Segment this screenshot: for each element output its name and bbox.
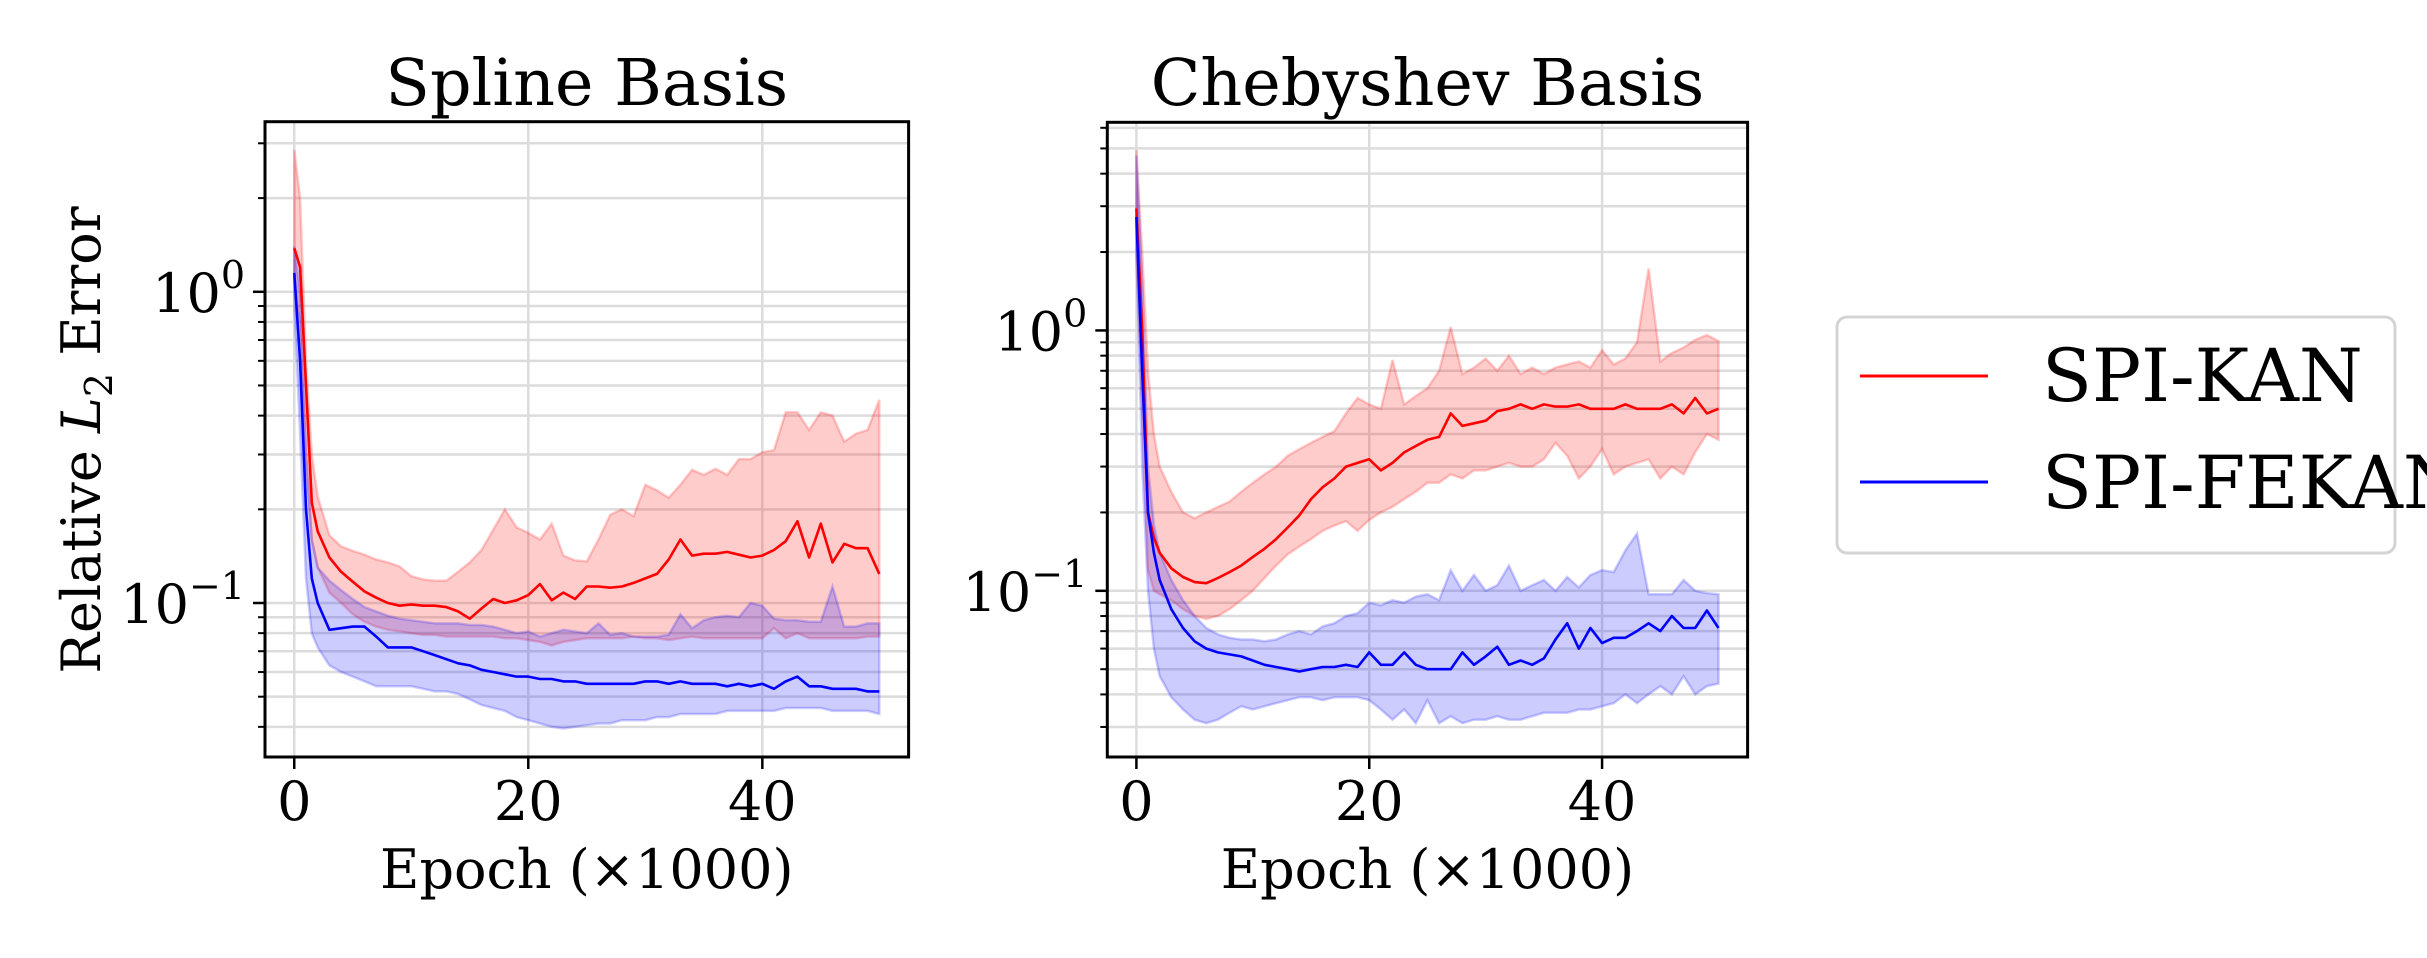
y-tick-label-exponent: 0 [1063,291,1087,335]
y-tick-label-base: 10 [994,300,1063,363]
legend: SPI-KAN SPI-FEKAN [1835,315,2427,555]
confidence-band-spi-kan [1135,149,1720,621]
y-tick-label-base: 10 [152,262,221,325]
y-tick-label: 10−1 [120,564,245,636]
x-axis-label: Epoch (×1000) [1221,838,1635,901]
panel-title: Spline Basis [385,46,788,121]
series-line-spi-kan [1135,208,1719,585]
x-tick-label: 0 [1119,770,1153,833]
y-axis-label-variable: L [50,397,113,434]
axes-frame [1105,120,1750,759]
y-axis-label-prefix: Relative [50,433,113,674]
y-tick-label-exponent: 0 [221,253,245,297]
series-line-spi-fekan [293,272,880,693]
x-axis: 0 20 40 [277,757,797,833]
series-line-spi-kan [293,247,881,621]
y-axis-label-suffix: Error [50,206,113,373]
x-tick-label: 40 [1568,770,1637,833]
x-axis: 0 20 40 [1119,757,1636,833]
y-tick-label-exponent: −1 [189,564,245,608]
axes-frame [263,120,911,759]
x-tick-label: 20 [494,770,563,833]
y-tick-label: 100 [152,253,245,325]
x-tick-label: 20 [1335,770,1404,833]
plot-area [1135,149,1720,726]
y-tick-label-base: 10 [120,573,189,636]
confidence-band-spi-fekan [293,246,881,730]
series-line-spi-fekan [1135,216,1720,673]
gridlines [265,121,909,757]
plot-area [293,149,881,730]
legend-label-spi-fekan: SPI-FEKAN [2042,441,2427,526]
y-axis-label: Relative L2 Error [50,206,121,673]
x-tick-label: 40 [728,770,797,833]
gridlines [1107,122,1748,757]
y-tick-label: 100 [994,291,1087,363]
x-axis-label: Epoch (×1000) [380,838,794,901]
confidence-band-spi-fekan [1135,155,1720,726]
panel-title: Chebyshev Basis [1151,46,1704,121]
x-tick-label: 0 [277,770,311,833]
confidence-band-spi-kan [293,149,881,647]
legend-label-spi-kan: SPI-KAN [2042,334,2363,419]
y-tick-label-exponent: −1 [1031,552,1087,596]
y-tick-label: 10−1 [963,552,1088,624]
y-tick-label-base: 10 [963,561,1032,624]
y-axis-label-subscript: 2 [77,373,121,397]
